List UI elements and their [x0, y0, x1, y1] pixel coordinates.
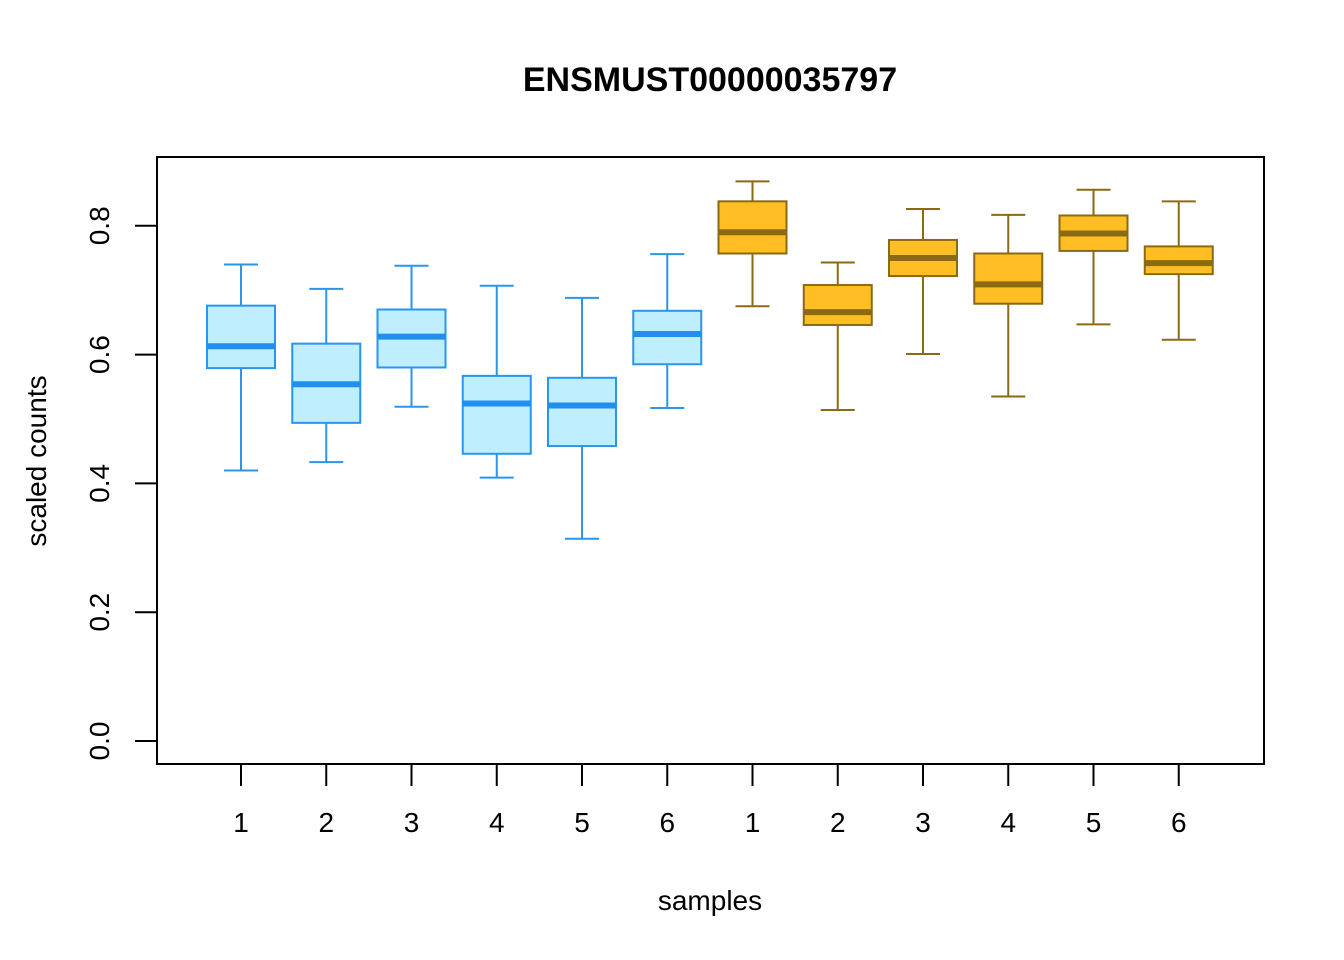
iqr-box: [717, 200, 788, 255]
x-tick-label: 1: [233, 807, 249, 838]
box-9: [888, 208, 958, 355]
x-tick-label: 2: [830, 807, 846, 838]
box-10: [973, 213, 1044, 398]
y-axis: 0.0 0.2 0.4 0.6 0.8: [84, 206, 158, 761]
x-tick-label: 6: [1171, 807, 1187, 838]
iqr-box: [547, 376, 617, 448]
iqr-box: [973, 252, 1044, 305]
box-2: [291, 287, 362, 464]
boxes-layer: [206, 180, 1214, 540]
x-tick-label: 4: [1000, 807, 1016, 838]
y-tick-label: 0.2: [84, 593, 115, 632]
iqr-box: [632, 309, 703, 366]
y-tick-label: 0.4: [84, 464, 115, 503]
x-tick-label: 6: [659, 807, 675, 838]
box-12: [1143, 200, 1214, 341]
chart-title: ENSMUST00000035797: [523, 61, 897, 99]
box-3: [376, 264, 447, 408]
x-tick-label: 3: [404, 807, 420, 838]
y-tick-label: 0.8: [84, 206, 115, 245]
box-11: [1058, 188, 1129, 326]
box-1: [206, 263, 276, 472]
box-4: [461, 284, 532, 479]
box-5: [547, 296, 617, 540]
x-tick-label: 5: [574, 807, 590, 838]
x-tick-label: 1: [745, 807, 761, 838]
x-axis: 1 2 3 4 5 6 1 2 3 4 5 6: [233, 764, 1187, 838]
y-axis-label: scaled counts: [21, 375, 52, 546]
iqr-box: [461, 374, 532, 455]
iqr-box: [206, 304, 276, 370]
iqr-box: [802, 284, 873, 326]
x-axis-label: samples: [658, 885, 762, 916]
box-7: [717, 180, 788, 308]
box-6: [632, 253, 703, 410]
x-tick-label: 5: [1086, 807, 1102, 838]
x-tick-label: 4: [489, 807, 505, 838]
x-tick-label: 2: [318, 807, 334, 838]
y-tick-label: 0.0: [84, 722, 115, 761]
x-tick-label: 3: [915, 807, 931, 838]
box-8: [802, 261, 873, 411]
y-tick-label: 0.6: [84, 335, 115, 374]
